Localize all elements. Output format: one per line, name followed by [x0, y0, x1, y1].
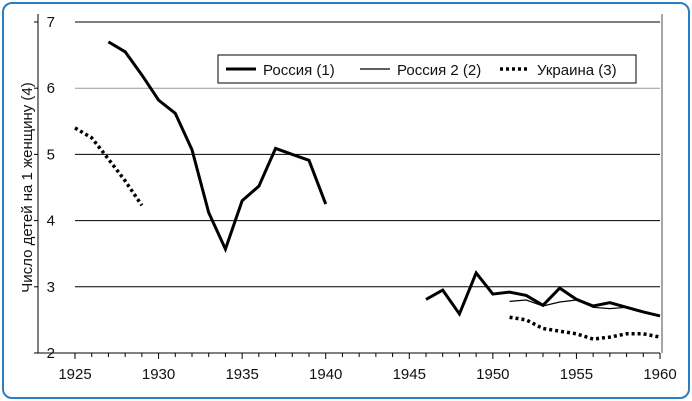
- legend-label: Россия (1): [263, 62, 335, 79]
- series-line-3: [74, 126, 144, 207]
- legend: Россия (1) Россия 2 (2) Украина (3): [217, 54, 637, 84]
- legend-label: Украина (3): [537, 62, 617, 79]
- series-line-3: [509, 315, 661, 341]
- y-tick-label: 3: [47, 279, 55, 296]
- legend-box: [217, 54, 637, 84]
- y-tick-label: 4: [47, 213, 55, 230]
- series-line-2: [509, 299, 661, 317]
- legend-label: Россия 2 (2): [397, 62, 481, 79]
- x-tick-label: 1945: [393, 366, 426, 383]
- x-tick-label: 1925: [58, 366, 91, 383]
- y-tick-label: 5: [47, 146, 55, 163]
- y-axis-label: Число детей на 1 женщину (4): [19, 82, 36, 292]
- y-tick-label: 6: [47, 80, 55, 97]
- x-tick-label: 1955: [560, 366, 593, 383]
- y-tick-label: 7: [47, 14, 55, 31]
- series-line-1: [107, 40, 328, 254]
- series-line-1: [425, 269, 661, 318]
- x-tick-label: 1935: [225, 366, 258, 383]
- x-tick-label: 1950: [476, 366, 509, 383]
- x-tick-label: 1940: [309, 366, 342, 383]
- x-tick-label: 1960: [643, 366, 676, 383]
- x-tick-label: 1930: [142, 366, 175, 383]
